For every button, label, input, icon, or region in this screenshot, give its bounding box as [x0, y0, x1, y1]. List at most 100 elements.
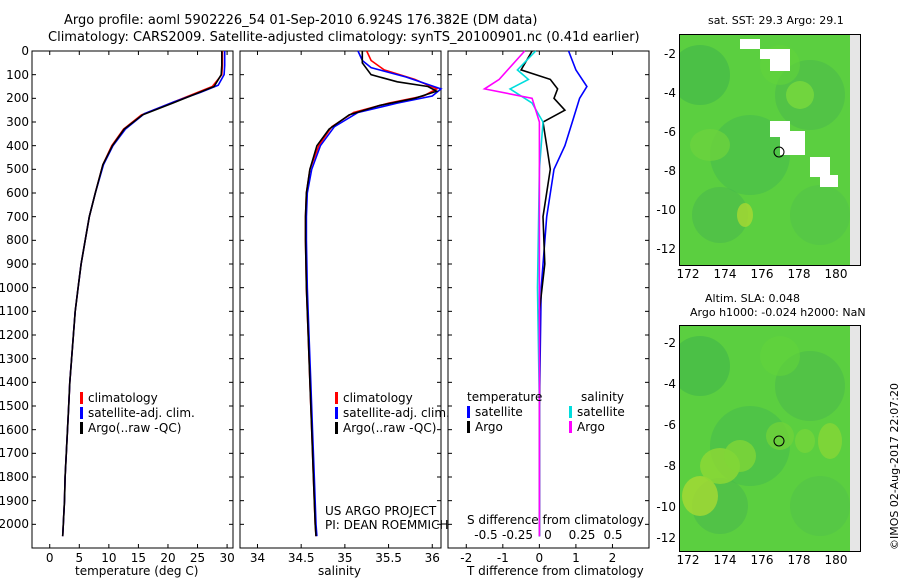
- legend-t-argo-label: Argo: [475, 420, 503, 434]
- x-tick-label: 35.5: [375, 551, 402, 565]
- legend-argo-label: Argo(..raw -QC): [343, 421, 437, 435]
- map-canvas: [680, 326, 860, 551]
- legend-sat-label: satellite-adj. clim.: [343, 406, 450, 420]
- depth-tick-label: 800: [6, 233, 29, 248]
- x-tick-label: 0: [536, 551, 544, 565]
- map-top-title: sat. SST: 29.3 Argo: 29.1: [708, 14, 844, 27]
- x-tick-label: 5: [75, 551, 83, 565]
- map-nodata-strip: [850, 326, 860, 551]
- depth-tick-label: 600: [6, 186, 29, 200]
- project-credit: US ARGO PROJECT PI: DEAN ROEMMICH: [325, 504, 448, 532]
- legend-sat-label: satellite-adj. clim.: [88, 406, 195, 420]
- s-tick-label: -0.5: [474, 528, 498, 542]
- map-patch: [790, 476, 850, 536]
- salinity-panel: 34 34.5 35 35.5 36: [239, 50, 443, 565]
- depth-tick-label: 1100: [0, 304, 29, 319]
- map-lat-label: -10: [656, 203, 676, 217]
- map-land-mask: [770, 59, 790, 71]
- timestamp: ©IMOS 02-Aug-2017 22:07:20: [888, 383, 900, 550]
- legend-s-sat-label: satellite: [577, 405, 625, 419]
- map-lon-label: 174: [713, 267, 737, 281]
- series-line-2: [508, 50, 544, 537]
- legend-clim-label: climatology: [88, 391, 158, 405]
- depth-tick-label: 700: [6, 209, 29, 224]
- legend-argo-swatch: [80, 422, 83, 434]
- series-line-0: [538, 50, 588, 537]
- x-tick-label: 34: [250, 551, 265, 565]
- s-tick-label: -0.25: [502, 528, 534, 542]
- map-bottom-title-2: Argo h1000: -0.024 h2000: NaN: [690, 306, 866, 319]
- map-bottom-title-1: Altim. SLA: 0.048: [705, 292, 801, 305]
- x-tick-label: 34.5: [288, 551, 315, 565]
- plot-frame: [31, 50, 234, 549]
- map-lat-label: -12: [656, 531, 676, 545]
- series-line-3: [482, 50, 541, 537]
- map-lat-label: -6: [664, 418, 676, 432]
- depth-tick-label: 1900: [0, 493, 29, 508]
- map-canvas: [680, 35, 860, 265]
- series-line-1: [519, 50, 567, 537]
- sal-xlabel: salinity: [318, 564, 362, 578]
- depth-tick-label: 300: [6, 115, 29, 129]
- s-diff-label: S difference from climatology: [467, 513, 644, 527]
- s-tick-label: 0.5: [603, 528, 623, 542]
- legend-diff-sal: salinity satellite Argo: [569, 390, 625, 435]
- legend-sat-swatch: [80, 407, 83, 419]
- x-tick-label: 10: [101, 551, 116, 565]
- map-blob: [737, 203, 753, 227]
- legend-temperature-header: temperature: [467, 390, 543, 404]
- depth-tick-label: 1500: [0, 399, 29, 413]
- legend-temp: climatology satellite-adj. clim. Argo(..…: [80, 391, 195, 436]
- map-lat-label: -8: [664, 459, 676, 473]
- depth-tick-label: 200: [6, 91, 29, 106]
- map-blob: [786, 81, 814, 109]
- plot-frame: [447, 50, 650, 549]
- legend-s-sat-swatch: [569, 406, 572, 418]
- project-name: US ARGO PROJECT: [325, 504, 437, 518]
- map-lat-label: -12: [656, 242, 676, 256]
- x-tick-label: -2: [460, 551, 472, 565]
- plot-frame: [239, 50, 442, 549]
- series-line-0: [304, 50, 439, 537]
- depth-tick-label: 500: [6, 162, 29, 177]
- legend-sat-swatch: [335, 407, 338, 419]
- map-lon-label: 174: [713, 553, 737, 567]
- depth-tick-label: 1300: [0, 351, 29, 366]
- legend-sal: climatology satellite-adj. clim. Argo(..…: [335, 391, 450, 436]
- depth-tick-label: 1600: [0, 422, 29, 437]
- x-tick-label: 30: [219, 551, 234, 565]
- map-lat-label: -4: [664, 86, 676, 100]
- map-blob: [818, 423, 842, 459]
- map-patch: [760, 336, 800, 376]
- map-lat-label: -6: [664, 125, 676, 139]
- depth-tick-label: 400: [6, 138, 29, 153]
- map-lat-label: -2: [664, 47, 676, 61]
- legend-t-argo-swatch: [467, 421, 470, 433]
- map-lon-label: 176: [750, 553, 774, 567]
- map-land-mask: [820, 175, 838, 187]
- legend-clim-label: climatology: [343, 391, 413, 405]
- legend-argo-swatch: [335, 422, 338, 434]
- sla-map: [679, 325, 861, 552]
- depth-tick-label: 1700: [0, 446, 29, 461]
- map-land-mask: [810, 157, 830, 177]
- map-land-mask: [760, 49, 790, 59]
- legend-argo-label: Argo(..raw -QC): [88, 421, 182, 435]
- legend-clim-swatch: [335, 392, 338, 404]
- temp-xlabel: temperature (deg C): [75, 564, 199, 578]
- float-marker: [773, 435, 785, 447]
- series-line-1: [305, 50, 443, 537]
- series-line-2: [61, 51, 223, 537]
- sst-map: [679, 34, 861, 266]
- series-line-1: [61, 51, 226, 537]
- map-patch: [680, 336, 730, 396]
- x-tick-label: 2: [609, 551, 617, 565]
- legend-s-argo-swatch: [569, 421, 572, 433]
- map-lat-label: -8: [664, 164, 676, 178]
- header-line-1: Argo profile: aoml 5902226_54 01-Sep-201…: [64, 13, 538, 28]
- map-blob: [690, 129, 730, 161]
- series-line-0: [61, 51, 224, 537]
- map-land-mask: [740, 39, 760, 49]
- map-lon-label: 178: [787, 553, 811, 567]
- s-tick-label: 0: [544, 528, 552, 542]
